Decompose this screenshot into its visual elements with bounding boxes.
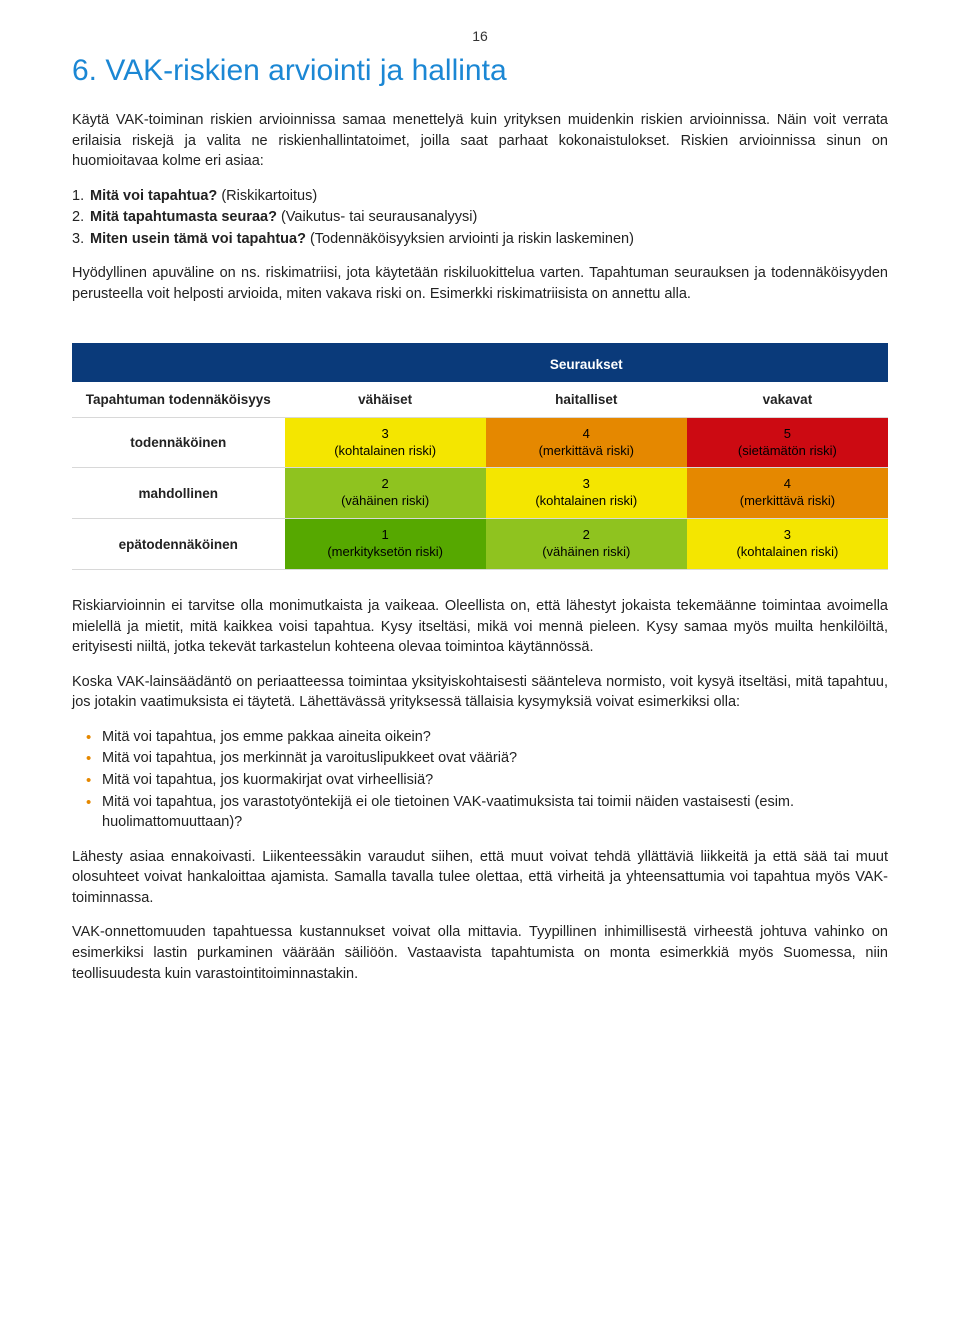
section-title: 6. VAK-riskien arviointi ja hallinta	[72, 54, 888, 88]
bullet-item: Mitä voi tapahtua, jos kuormakirjat ovat…	[90, 770, 888, 791]
matrix-row-header: epätodennäköinen	[72, 519, 285, 570]
matrix-col-header: vähäiset	[285, 382, 486, 418]
question-item: 3.Miten usein tämä voi tapahtua? (Todenn…	[72, 229, 888, 250]
matrix-group-header: Seuraukset	[285, 345, 888, 382]
matrix-col-header: haitalliset	[486, 382, 687, 418]
document-page: 16 6. VAK-riskien arviointi ja hallinta …	[0, 0, 960, 1058]
matrix-cell: 4(merkittävä riski)	[687, 468, 888, 519]
bullet-item: Mitä voi tapahtua, jos varastotyöntekijä…	[90, 792, 888, 833]
question-item: 2.Mitä tapahtumasta seuraa? (Vaikutus- t…	[72, 207, 888, 228]
matrix-cell: 3(kohtalainen riski)	[285, 417, 486, 468]
matrix-cell: 5(sietämätön riski)	[687, 417, 888, 468]
paragraph-3: Lähesty asiaa ennakoivasti. Liikenteessä…	[72, 847, 888, 909]
intro-paragraph-1: Käytä VAK-toiminan riskien arvioinnissa …	[72, 110, 888, 172]
bullet-item: Mitä voi tapahtua, jos emme pakkaa ainei…	[90, 727, 888, 748]
matrix-row-header: mahdollinen	[72, 468, 285, 519]
intro-paragraph-2: Hyödyllinen apuväline on ns. riskimatrii…	[72, 263, 888, 304]
risk-matrix-table: Seuraukset Tapahtuman todennäköisyys väh…	[72, 343, 888, 570]
matrix-cell: 3(kohtalainen riski)	[687, 519, 888, 570]
paragraph-4: VAK-onnettomuuden tapahtuessa kustannuks…	[72, 922, 888, 984]
matrix-row: todennäköinen3(kohtalainen riski)4(merki…	[72, 417, 888, 468]
bullet-item: Mitä voi tapahtua, jos merkinnät ja varo…	[90, 748, 888, 769]
bullet-list: Mitä voi tapahtua, jos emme pakkaa ainei…	[72, 727, 888, 833]
matrix-cell: 4(merkittävä riski)	[486, 417, 687, 468]
question-list: 1.Mitä voi tapahtua? (Riskikartoitus)2.M…	[72, 186, 888, 250]
matrix-cell: 2(vähäinen riski)	[285, 468, 486, 519]
page-number: 16	[72, 28, 888, 44]
matrix-body: todennäköinen3(kohtalainen riski)4(merki…	[72, 417, 888, 569]
matrix-col-header: vakavat	[687, 382, 888, 418]
matrix-corner-header: Tapahtuman todennäköisyys	[72, 382, 285, 418]
risk-matrix-wrapper: Seuraukset Tapahtuman todennäköisyys väh…	[72, 343, 888, 570]
matrix-row: mahdollinen2(vähäinen riski)3(kohtalaine…	[72, 468, 888, 519]
matrix-cell: 2(vähäinen riski)	[486, 519, 687, 570]
matrix-empty-corner	[72, 345, 285, 382]
paragraph-2: Koska VAK-lainsäädäntö on periaatteessa …	[72, 672, 888, 713]
matrix-row-header: todennäköinen	[72, 417, 285, 468]
matrix-row: epätodennäköinen1(merkityksetön riski)2(…	[72, 519, 888, 570]
matrix-cell: 3(kohtalainen riski)	[486, 468, 687, 519]
matrix-cell: 1(merkityksetön riski)	[285, 519, 486, 570]
question-item: 1.Mitä voi tapahtua? (Riskikartoitus)	[72, 186, 888, 207]
paragraph-1: Riskiarvioinnin ei tarvitse olla monimut…	[72, 596, 888, 658]
